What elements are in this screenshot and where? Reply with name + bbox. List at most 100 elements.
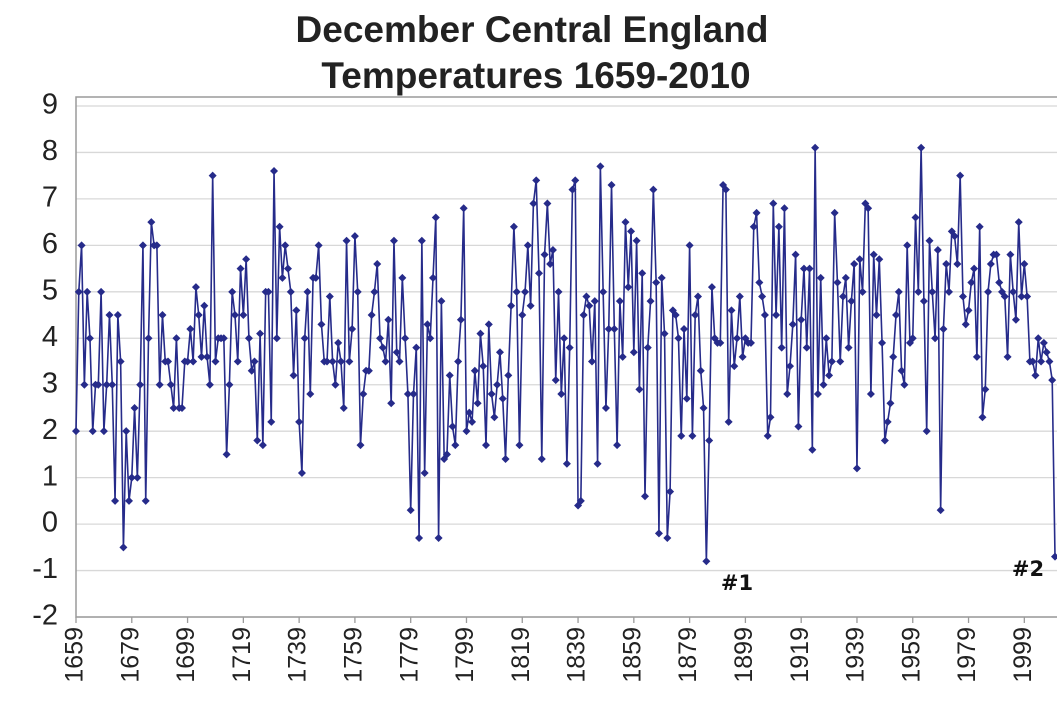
data-point [523, 241, 532, 250]
data-point [604, 324, 613, 333]
data-point [780, 204, 789, 213]
data-point [576, 496, 585, 505]
data-point [590, 297, 599, 306]
data-point [986, 259, 995, 268]
data-point [476, 329, 485, 338]
x-tick-label: 1819 [507, 627, 535, 683]
data-point [364, 366, 373, 375]
data-point [314, 241, 323, 250]
data-point [716, 338, 725, 347]
annotation: #2 [1012, 557, 1044, 581]
x-tick-label: 1779 [395, 627, 423, 683]
data-point [735, 292, 744, 301]
data-point [431, 213, 440, 222]
data-point [822, 334, 831, 343]
data-point [233, 357, 242, 366]
data-point [267, 417, 276, 426]
data-point [682, 394, 691, 403]
data-point [919, 297, 928, 306]
x-tick-label: 1979 [953, 627, 981, 683]
data-point [992, 250, 1001, 259]
data-point [99, 427, 108, 436]
x-tick-label: 1999 [1009, 627, 1037, 683]
data-point [152, 241, 161, 250]
data-point [554, 287, 563, 296]
data-point [88, 427, 97, 436]
data-point [462, 427, 471, 436]
y-tick-label: -2 [32, 600, 58, 632]
data-point [869, 250, 878, 259]
data-point [813, 390, 822, 399]
data-point [537, 455, 546, 464]
data-point [699, 403, 708, 412]
data-point [434, 534, 443, 543]
data-point [509, 222, 518, 231]
data-point [886, 399, 895, 408]
data-point [774, 222, 783, 231]
data-point [191, 283, 200, 292]
data-point [130, 403, 139, 412]
data-point [730, 362, 739, 371]
x-tick-label: 1739 [284, 627, 312, 683]
data-point [348, 324, 357, 333]
data-point [942, 259, 951, 268]
data-point [917, 143, 926, 152]
data-point [200, 301, 209, 310]
data-point [802, 343, 811, 352]
data-point [367, 311, 376, 320]
data-point [652, 278, 661, 287]
data-point [568, 185, 577, 194]
data-point [1045, 357, 1054, 366]
data-point [392, 348, 401, 357]
data-point [847, 297, 856, 306]
data-point [406, 506, 415, 515]
data-point [1023, 292, 1032, 301]
data-point [272, 334, 281, 343]
data-point [638, 269, 647, 278]
data-point [127, 473, 136, 482]
data-point [94, 380, 103, 389]
data-point [72, 427, 80, 436]
data-point [629, 348, 638, 357]
data-point [493, 380, 502, 389]
data-point [116, 357, 125, 366]
data-point [454, 357, 463, 366]
data-point [945, 287, 954, 296]
data-point [203, 352, 212, 361]
data-point [376, 334, 385, 343]
data-point [124, 496, 133, 505]
data-point [624, 283, 633, 292]
data-point [783, 390, 792, 399]
data-point [872, 311, 881, 320]
data-point [707, 283, 716, 292]
data-point [373, 259, 382, 268]
x-tick-label: 1659 [61, 627, 89, 683]
data-point [607, 180, 616, 189]
data-point [696, 366, 705, 375]
data-point [565, 343, 574, 352]
data-point [197, 352, 206, 361]
data-point [253, 436, 262, 445]
data-point [788, 320, 797, 329]
data-point [80, 380, 89, 389]
y-tick-label: 4 [42, 321, 58, 353]
data-point [663, 534, 672, 543]
data-point [437, 297, 446, 306]
data-point [900, 380, 909, 389]
data-point [442, 450, 451, 459]
data-point [83, 287, 92, 296]
data-point [677, 431, 686, 440]
data-point [535, 269, 544, 278]
data-point [772, 311, 781, 320]
data-point [613, 441, 622, 450]
data-point [880, 436, 889, 445]
data-point [866, 390, 875, 399]
data-point [1014, 218, 1023, 227]
data-point [113, 311, 122, 320]
data-point [972, 352, 981, 361]
data-point [292, 306, 301, 315]
data-point [953, 259, 962, 268]
data-point [111, 496, 120, 505]
plot-frame [75, 96, 1057, 618]
